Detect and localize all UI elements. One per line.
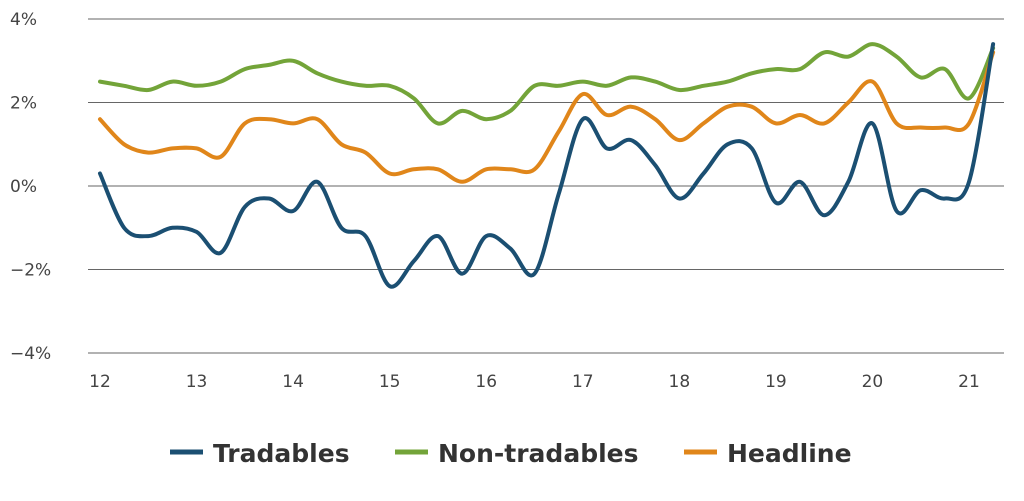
- legend-label: Tradables: [213, 439, 350, 468]
- y-tick-label: 2%: [10, 94, 37, 114]
- legend-item-tradables: Tradables: [170, 439, 350, 468]
- x-tick-label: 21: [958, 372, 980, 392]
- x-tick-label: 15: [379, 372, 401, 392]
- legend: Tradables Non-tradables Headline: [170, 439, 852, 468]
- series-lines: [98, 42, 996, 289]
- x-axis-tick-labels: 12 13 14 15 16 17 18 19 20 21: [89, 372, 980, 392]
- gridlines: [88, 18, 1004, 354]
- x-tick-label: 14: [282, 372, 304, 392]
- legend-item-non-tradables: Non-tradables: [395, 439, 639, 468]
- series-line-non-tradables: [98, 42, 996, 126]
- x-tick-label: 18: [669, 372, 691, 392]
- x-tick-label: 13: [186, 372, 208, 392]
- x-tick-label: 17: [572, 372, 594, 392]
- series-line-headline: [98, 50, 996, 184]
- y-tick-label: −2%: [10, 261, 51, 281]
- x-tick-label: 20: [862, 372, 884, 392]
- x-tick-label: 19: [765, 372, 787, 392]
- y-tick-label: −4%: [10, 344, 51, 364]
- legend-label: Non-tradables: [438, 439, 639, 468]
- x-tick-label: 12: [89, 372, 111, 392]
- series-line-tradables: [98, 42, 996, 289]
- y-tick-label: 0%: [10, 177, 37, 197]
- legend-item-headline: Headline: [684, 439, 852, 468]
- y-axis-tick-labels: 4% 2% 0% −2% −4%: [10, 10, 51, 364]
- legend-label: Headline: [727, 439, 852, 468]
- x-tick-label: 16: [475, 372, 497, 392]
- y-tick-label: 4%: [10, 10, 37, 30]
